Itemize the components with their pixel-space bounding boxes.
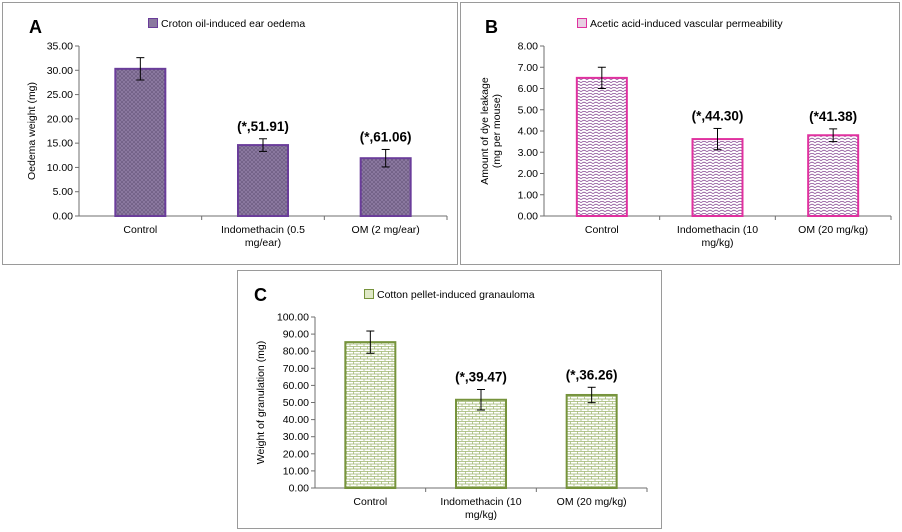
x-tick-label: Indomethacin (10 (440, 496, 521, 508)
x-tick-label: Control (353, 496, 387, 508)
y-tick-label: 8.00 (518, 41, 539, 53)
y-tick-label: 30.00 (47, 65, 73, 77)
data-label: (*,36.26) (566, 367, 618, 382)
x-tick-label: Indomethacin (10 (677, 224, 758, 236)
bar (691, 138, 744, 217)
x-tick-label: mg/kg) (465, 509, 497, 521)
legend-label: Acetic acid-induced vascular permeabilit… (590, 18, 783, 30)
y-tick-label: 7.00 (518, 62, 539, 74)
y-tick-label: 50.00 (283, 397, 309, 409)
y-tick-label: 4.00 (518, 126, 539, 138)
y-tick-label: 10.00 (47, 162, 73, 174)
y-axis-label: Amount of dye leakage (479, 77, 491, 185)
y-tick-label: 20.00 (283, 448, 309, 460)
bar (114, 67, 167, 218)
bar (455, 398, 507, 490)
legend-swatch (148, 18, 158, 28)
y-tick-label: 0.00 (518, 211, 539, 223)
chart-panel-c: C Cotton pellet-induced granauloma 0.00 1… (237, 270, 662, 529)
y-axis-label: (mg per mouse) (491, 94, 503, 168)
x-tick-label: mg/ear) (245, 237, 281, 249)
data-label: (*,51.91) (237, 119, 289, 134)
chart-b-plot: 0.00 1.00 2.00 3.00 4.00 5.00 6.00 7.00 8.00 Amou… (479, 41, 892, 249)
y-tick-label: 6.00 (518, 83, 539, 95)
legend-swatch (577, 18, 587, 28)
legend-entry: Acetic acid-induced vascular permeabilit… (577, 18, 783, 30)
x-tick-label: Control (123, 224, 157, 236)
bar (344, 341, 397, 490)
bar (359, 157, 412, 217)
y-tick-label: 100.00 (277, 312, 309, 324)
y-tick-label: 70.00 (283, 363, 309, 375)
y-tick-label: 5.00 (518, 104, 539, 116)
y-axis-label: Weight of granulation (mg) (255, 341, 267, 465)
chart-panel-b: B Acetic acid-induced vascular permeabil… (460, 2, 900, 265)
y-tick-label: 5.00 (53, 186, 74, 198)
y-tick-label: 2.00 (518, 168, 539, 180)
y-tick-label: 20.00 (47, 113, 73, 125)
data-label: (*,61.06) (360, 129, 412, 144)
data-label: (*41.38) (809, 109, 857, 124)
legend-label: Cotton pellet-induced granauloma (377, 289, 535, 301)
chart-c-plot: 0.00 10.00 20.00 30.00 40.00 50.00 60.00 70.00 8… (255, 312, 648, 521)
y-tick-label: 25.00 (47, 89, 73, 101)
y-tick-label: 0.00 (289, 483, 310, 495)
y-tick-label: 60.00 (283, 380, 309, 392)
bar (575, 76, 628, 217)
bar (565, 393, 618, 489)
x-tick-label: Control (585, 224, 619, 236)
y-tick-label: 15.00 (47, 138, 73, 150)
x-tick-label: OM (20 mg/kg) (798, 224, 868, 236)
bar (807, 134, 860, 217)
y-axis-label: Oedema weight (mg) (26, 82, 38, 180)
y-tick-label: 35.00 (47, 41, 73, 53)
legend-swatch (364, 289, 374, 299)
chart-panel-a: A Croton oil-induced ear oedema 0.00 5.00… (2, 2, 458, 265)
x-tick-label: OM (20 mg/kg) (557, 496, 627, 508)
y-tick-label: 80.00 (283, 346, 309, 358)
x-tick-label: Indomethacin (0.5 (221, 224, 305, 236)
legend-entry: Croton oil-induced ear oedema (148, 18, 305, 30)
y-tick-label: 0.00 (53, 211, 74, 223)
y-tick-label: 90.00 (283, 329, 309, 341)
legend-label: Croton oil-induced ear oedema (161, 18, 306, 30)
chart-a-plot: 0.00 5.00 10.00 15.00 20.00 25.00 30.00 35.00 Oe… (26, 41, 448, 249)
x-tick-label: mg/kg) (701, 237, 733, 249)
y-tick-label: 40.00 (283, 414, 309, 426)
x-tick-label: OM (2 mg/ear) (352, 224, 420, 236)
data-label: (*,44.30) (692, 108, 744, 123)
y-tick-label: 3.00 (518, 147, 539, 159)
panel-letter: A (29, 17, 42, 37)
data-label: (*,39.47) (455, 370, 507, 385)
panel-letter: C (254, 285, 267, 305)
y-tick-label: 30.00 (283, 431, 309, 443)
y-tick-label: 1.00 (518, 189, 539, 201)
bar (237, 144, 289, 217)
y-tick-label: 10.00 (283, 465, 309, 477)
legend-entry: Cotton pellet-induced granauloma (364, 289, 535, 301)
panel-letter: B (485, 17, 498, 37)
